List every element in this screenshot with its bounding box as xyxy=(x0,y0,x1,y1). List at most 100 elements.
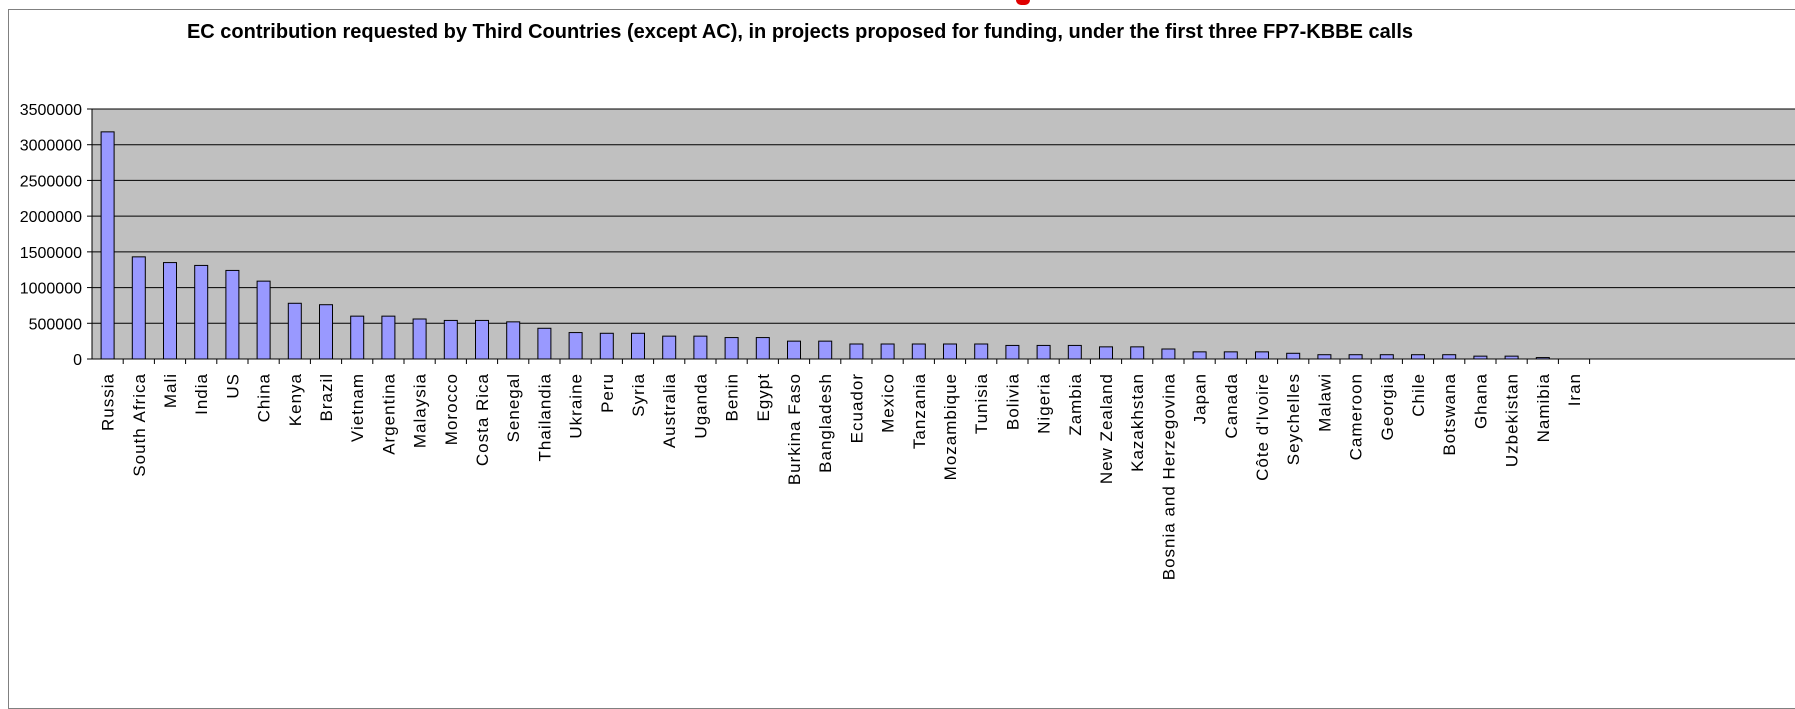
bar-india xyxy=(194,264,209,360)
bar-egypt xyxy=(755,337,770,360)
x-tick-label: Ecuador xyxy=(847,373,866,443)
bar-malaysia xyxy=(412,318,427,360)
x-tick-label: Nigeria xyxy=(1035,373,1054,434)
x-tick-label: Uzbekistan xyxy=(1503,373,1522,467)
bar-cameroon xyxy=(1348,354,1363,360)
bar-tunisia xyxy=(974,343,989,360)
y-tick-label: 3000000 xyxy=(20,138,82,155)
bar-seychelles xyxy=(1286,352,1301,360)
bar-mali xyxy=(163,262,177,360)
x-tick-label: Botswana xyxy=(1440,373,1459,456)
x-tick-label: Morocco xyxy=(442,373,461,445)
bar-chile xyxy=(1411,354,1425,360)
bar-kazakhstan xyxy=(1130,346,1145,360)
x-tick-label: Ghana xyxy=(1471,373,1490,429)
bar-china xyxy=(256,280,271,360)
bar-uzbekistan xyxy=(1504,355,1519,360)
x-tick-label: India xyxy=(192,373,211,415)
bar-tanzania xyxy=(911,343,926,360)
x-tick-label: Russia xyxy=(99,373,118,431)
bar-us xyxy=(225,269,240,360)
y-tick-labels: 0 500000 1000000 1500000 2000000 2500000 30000… xyxy=(20,102,82,369)
x-tick-label: Chile xyxy=(1409,373,1428,417)
bar-russia xyxy=(100,131,115,360)
bar-vietnam xyxy=(350,315,365,360)
x-tick-label: Ukraine xyxy=(567,373,586,439)
x-tick-labels: Russia South Africa Mali India US China Kenya B… xyxy=(99,373,1584,580)
x-tick-label: Zambia xyxy=(1066,373,1085,436)
plot-area xyxy=(92,109,1795,359)
bar-new-zealand xyxy=(1099,346,1113,360)
x-tick-label: Namibia xyxy=(1534,373,1553,442)
bar-zambia xyxy=(1067,344,1082,360)
x-tick-label: Peru xyxy=(598,373,617,413)
bar-burkina-faso xyxy=(787,340,801,360)
x-tick-label: Japan xyxy=(1191,373,1210,424)
bars xyxy=(100,131,1550,360)
x-tick-label: South Africa xyxy=(130,373,149,477)
bar-c-te-d-ivoire xyxy=(1255,351,1269,360)
bar-bangladesh xyxy=(818,340,833,360)
x-tick-label: Costa Rica xyxy=(473,373,492,466)
y-tick-label: 1500000 xyxy=(20,245,82,262)
x-tick-label: Bolivia xyxy=(1003,373,1022,430)
x-tick-label: Bosnia and Herzegovina xyxy=(1159,373,1178,580)
bar-nigeria xyxy=(1036,344,1051,360)
bar-kenya xyxy=(287,302,302,360)
x-tick-label: Georgia xyxy=(1378,373,1397,440)
x-tick-label: Malaysia xyxy=(411,373,430,448)
bar-peru xyxy=(599,332,614,360)
bar-japan xyxy=(1192,351,1207,360)
bar-canada xyxy=(1223,351,1238,360)
x-tick-label: Kazakhstan xyxy=(1128,373,1147,472)
x-tick-label: Bangladesh xyxy=(816,373,835,473)
chart-title: EC contribution requested by Third Count… xyxy=(187,21,1413,43)
red-title-fragment xyxy=(1016,0,1030,5)
x-tick-label: Brazil xyxy=(317,373,336,422)
bar-bolivia xyxy=(1005,344,1020,360)
bar-syria xyxy=(631,332,645,360)
y-tick-label: 0 xyxy=(73,352,82,369)
x-tick-label: US xyxy=(223,373,242,399)
bar-benin xyxy=(724,337,739,360)
x-tick-label: Benin xyxy=(723,373,742,421)
bar-ghana xyxy=(1473,355,1488,360)
bar-south-africa xyxy=(131,256,146,360)
bar-argentina xyxy=(381,315,396,360)
bar-morocco xyxy=(443,319,458,360)
x-tick-label: Côte d'Ivoire xyxy=(1253,373,1272,481)
x-tick-label: Tanzania xyxy=(910,373,929,449)
x-tick-label: Vietnam xyxy=(348,373,367,442)
gridlines xyxy=(92,108,1795,324)
bar-thailandia xyxy=(537,327,552,360)
y-tick-label: 500000 xyxy=(29,316,82,333)
x-tick-label: Mozambique xyxy=(941,373,960,480)
x-tick-label: New Zealand xyxy=(1097,373,1116,484)
bar-ecuador xyxy=(849,343,864,360)
x-tick-label: Kenya xyxy=(286,373,305,426)
x-tick-label: Mali xyxy=(161,373,180,408)
x-tick-label: Seychelles xyxy=(1284,373,1303,465)
x-tick-label: Canada xyxy=(1222,373,1241,439)
bar-ukraine xyxy=(568,332,583,360)
x-tick-label: Uganda xyxy=(691,373,710,439)
bar-bosnia-and-herzegovina xyxy=(1161,348,1176,360)
y-tick-label: 3500000 xyxy=(20,102,82,119)
bar-australia xyxy=(662,335,677,360)
x-tick-label: Mexico xyxy=(879,373,898,433)
x-tick-label: Malawi xyxy=(1315,373,1334,432)
x-tick-label: Thailandia xyxy=(535,373,554,461)
bar-namibia xyxy=(1535,357,1550,360)
bar-brazil xyxy=(319,304,333,360)
x-tick-label: Iran xyxy=(1565,373,1584,406)
x-tick-label: Australia xyxy=(660,373,679,448)
bar-mexico xyxy=(880,343,895,360)
x-tick-label: Syria xyxy=(629,373,648,417)
y-tick-label: 2500000 xyxy=(20,173,82,190)
x-tick-label: Senegal xyxy=(504,373,523,442)
bar-georgia xyxy=(1379,354,1394,360)
y-tick-label: 2000000 xyxy=(20,209,82,226)
x-tick-label: Argentina xyxy=(379,373,398,455)
